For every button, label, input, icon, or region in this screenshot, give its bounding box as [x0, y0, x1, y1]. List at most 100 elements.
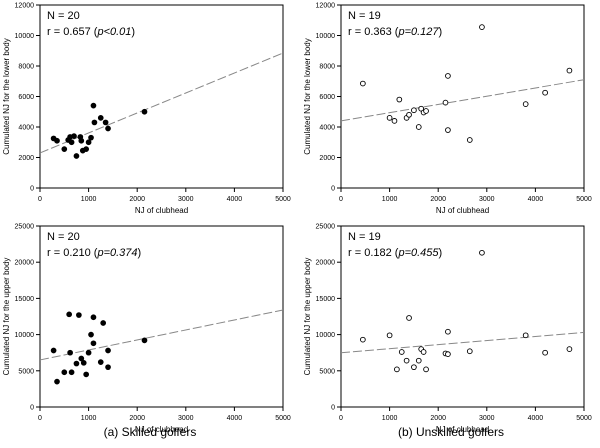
- data-point: [522, 332, 529, 339]
- y-tick-label: 5000: [319, 368, 335, 375]
- y-tick-label: 20000: [15, 260, 35, 267]
- data-point: [50, 347, 57, 354]
- data-point: [90, 340, 97, 347]
- data-point: [73, 360, 80, 367]
- correlation-r: r = 0.657 (: [47, 26, 98, 38]
- panel-unskilled-upper: 0 1000 2000 3000 4000 5000 0 5000 10000 15000 2000…: [303, 224, 592, 435]
- data-point: [423, 366, 429, 373]
- data-point: [73, 153, 80, 159]
- data-point: [479, 249, 485, 256]
- x-axis-label: NJ of clubhead: [135, 425, 188, 434]
- data-point: [542, 89, 548, 96]
- y-tick-label: 10000: [15, 33, 35, 40]
- correlation-label: r = 0.210 (p=0.374): [47, 247, 141, 259]
- correlation-r: r = 0.210 (: [47, 247, 98, 259]
- correlation-close: ): [138, 247, 142, 259]
- data-point: [100, 320, 107, 326]
- correlation-p: p=0.127: [397, 26, 439, 38]
- x-tick-label: 2000: [430, 196, 446, 203]
- data-point: [406, 111, 412, 118]
- x-tick-label: 3000: [178, 196, 194, 203]
- data-point: [105, 125, 111, 132]
- data-point: [105, 347, 111, 354]
- correlation-p: p<0.01: [96, 26, 131, 38]
- x-tick-label: 1000: [81, 196, 97, 203]
- data-point: [415, 124, 422, 130]
- data-point: [360, 80, 366, 87]
- data-point: [85, 139, 92, 146]
- data-point: [68, 369, 75, 376]
- data-point: [420, 349, 427, 355]
- sample-size-label: N = 20: [47, 231, 80, 243]
- data-point: [54, 137, 60, 144]
- correlation-label: r = 0.182 (p=0.455): [348, 247, 442, 259]
- x-tick-label: 3000: [479, 196, 495, 203]
- x-tick-label: 2000: [129, 415, 145, 422]
- data-point: [141, 337, 148, 344]
- panel-unskilled-lower: 0 1000 2000 3000 4000 5000 0 2000 4000 6000 8000 10…: [303, 3, 592, 216]
- data-point: [411, 364, 417, 371]
- x-tick-label: 0: [339, 415, 343, 422]
- x-tick-label: 2000: [129, 196, 145, 203]
- y-axis-label: Cumulated NJ for the lower body: [303, 38, 312, 155]
- data-point: [542, 349, 548, 356]
- correlation-close: ): [131, 26, 135, 38]
- regression-line: [340, 331, 585, 354]
- y-tick-label: 2000: [18, 155, 34, 162]
- data-point: [105, 364, 111, 371]
- x-axis-label: NJ of clubhead: [436, 425, 489, 434]
- data-point: [445, 351, 451, 357]
- panel-skilled-upper: 0 1000 2000 3000 4000 5000 0 5000 10000 15000 2000…: [2, 224, 291, 435]
- plot-frame: [39, 225, 284, 408]
- data-point: [398, 349, 405, 355]
- sample-size-label: N = 20: [47, 10, 80, 22]
- y-tick-label: 6000: [319, 94, 335, 101]
- data-point: [141, 108, 148, 115]
- caption-unskilled: (b) Unskilled golfers: [398, 425, 504, 439]
- x-tick-label: 0: [38, 415, 42, 422]
- x-tick-label: 1000: [81, 415, 97, 422]
- data-point: [466, 137, 473, 143]
- sample-size-label: N = 19: [348, 231, 381, 243]
- data-point: [83, 146, 90, 152]
- x-tick-label: 5000: [275, 415, 291, 422]
- y-tick-label: 10000: [316, 33, 336, 40]
- correlation-close: ): [439, 26, 443, 38]
- y-tick-label: 12000: [15, 3, 35, 10]
- data-point: [415, 357, 422, 364]
- data-point: [83, 371, 90, 378]
- data-point: [522, 101, 529, 107]
- y-tick-label: 0: [331, 405, 335, 412]
- caption-skilled: (a) Skilled golfers: [104, 425, 197, 439]
- x-tick-label: 1000: [382, 196, 398, 203]
- x-tick-label: 0: [339, 196, 343, 203]
- x-tick-label: 4000: [528, 415, 544, 422]
- data-point: [61, 369, 68, 376]
- data-point: [102, 119, 109, 126]
- data-point: [566, 67, 573, 74]
- x-tick-label: 0: [38, 196, 42, 203]
- data-point: [76, 312, 82, 318]
- y-tick-label: 0: [30, 186, 34, 193]
- correlation-r: r = 0.363 (: [348, 26, 399, 38]
- y-tick-label: 12000: [316, 3, 336, 10]
- correlation-p: p=0.374: [96, 247, 137, 259]
- y-tick-label: 25000: [316, 224, 336, 231]
- y-tick-label: 15000: [316, 296, 336, 303]
- regression-line: [340, 79, 585, 122]
- sample-size-label: N = 19: [348, 10, 381, 22]
- correlation-label: r = 0.363 (p=0.127): [348, 26, 442, 38]
- data-point: [97, 114, 104, 121]
- correlation-r: r = 0.182 (: [348, 247, 399, 259]
- data-point: [391, 118, 398, 124]
- x-axis-label: NJ of clubhead: [135, 206, 188, 215]
- y-tick-label: 2000: [319, 155, 335, 162]
- x-tick-label: 3000: [178, 415, 194, 422]
- y-tick-label: 20000: [316, 260, 336, 267]
- data-point: [445, 328, 451, 335]
- data-point: [445, 73, 451, 79]
- data-point: [411, 107, 417, 114]
- data-point: [88, 331, 94, 338]
